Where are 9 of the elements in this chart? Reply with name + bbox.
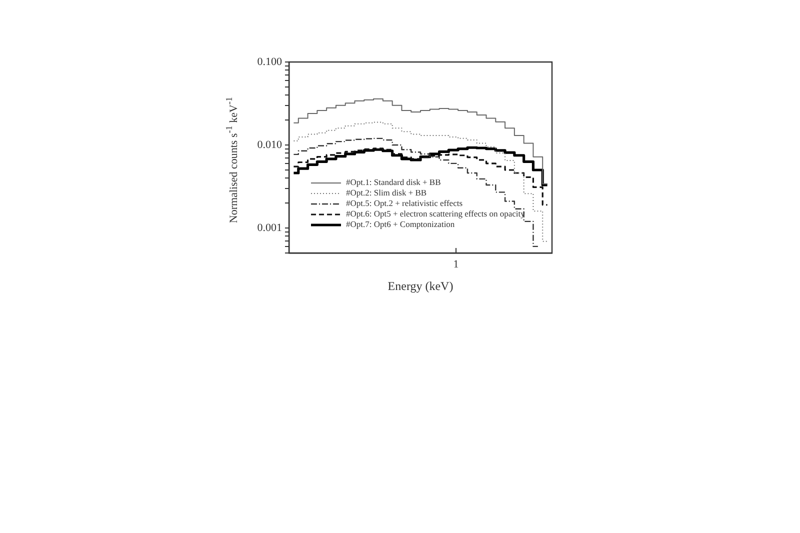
y-tick-label: 0.001	[257, 222, 282, 234]
y-tick-label: 0.010	[257, 138, 282, 151]
legend-label: #Opt.1: Standard disk + BB	[346, 177, 442, 188]
y-tick-label: 0.100	[257, 56, 282, 68]
text: 1	[453, 258, 459, 270]
legend-label: #Opt.7: Opt6 + Comptonization	[346, 219, 456, 230]
x-axis-title: Energy (keV)	[388, 278, 454, 293]
legend-label: #Opt.2: Slim disk + BB	[346, 188, 427, 198]
legend-label: #Opt.5: Opt.2 + relativistic effects	[346, 198, 463, 208]
